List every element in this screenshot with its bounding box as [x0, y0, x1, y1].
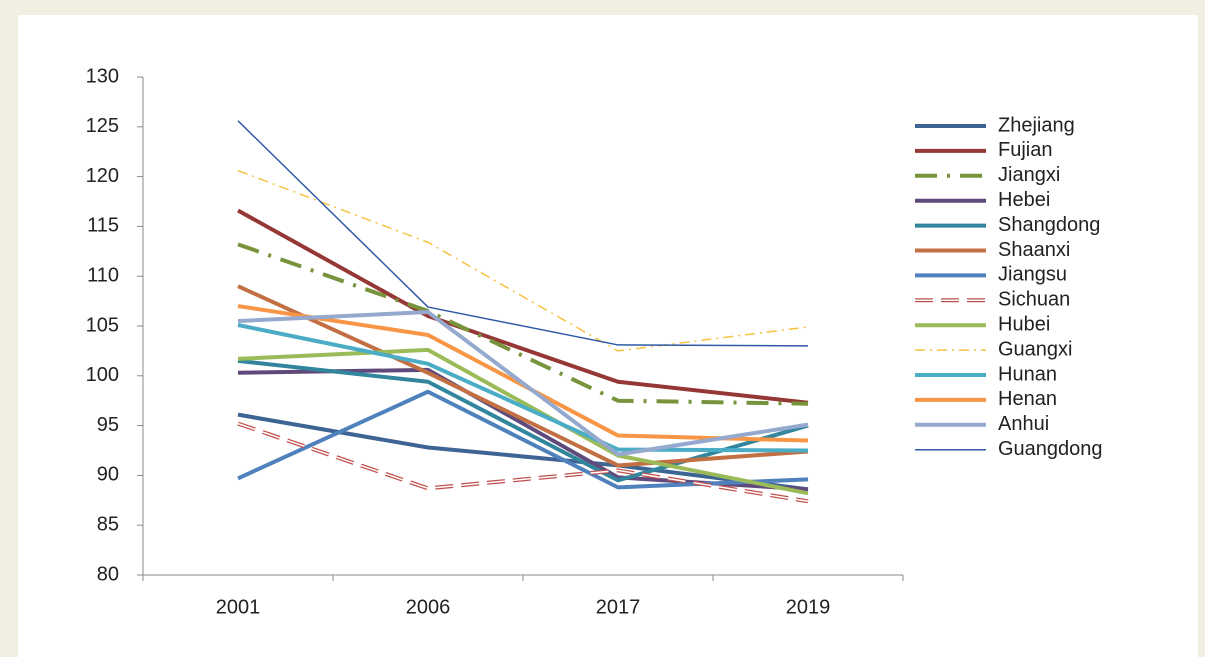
y-tick-label: 85	[97, 513, 119, 535]
legend-label: Sichuan	[998, 289, 1070, 311]
legend-label: Hebei	[998, 189, 1050, 211]
y-tick-label: 90	[97, 464, 119, 486]
series-line	[237, 310, 809, 457]
legend-label: Zhejiang	[998, 114, 1075, 136]
y-tick-label: 110	[87, 264, 119, 286]
series-line	[237, 323, 809, 453]
legend-label: Hunan	[998, 363, 1057, 385]
y-tick-label: 95	[97, 414, 119, 436]
legend-label: Anhui	[998, 413, 1049, 435]
y-tick-label: 115	[87, 215, 119, 237]
series-line	[237, 347, 809, 496]
legend-label: Shangdong	[998, 214, 1100, 236]
legend-label: Guangxi	[998, 338, 1073, 360]
x-tick-label: 2017	[596, 596, 641, 618]
legend-label: Guangdong	[998, 438, 1103, 460]
series-line	[237, 284, 809, 468]
series-line-inner	[237, 422, 809, 503]
legend-label: Jiangxi	[998, 164, 1060, 186]
series-line	[237, 169, 809, 352]
series-line	[237, 242, 809, 406]
y-tick-label: 105	[86, 314, 119, 336]
series-line	[237, 358, 809, 483]
y-tick-label: 130	[86, 65, 119, 87]
x-tick-label: 2001	[216, 596, 261, 618]
series-line	[237, 208, 809, 405]
x-tick-label: 2019	[786, 596, 831, 618]
chart-background	[18, 15, 1198, 657]
legend-label: Jiangsu	[998, 264, 1067, 286]
y-tick-label: 100	[86, 364, 119, 386]
y-tick-label: 80	[97, 563, 119, 585]
series-line	[237, 412, 809, 492]
y-tick-label: 125	[86, 115, 119, 137]
legend-label: Hubei	[998, 313, 1050, 335]
series-line	[237, 120, 809, 347]
legend-label: Henan	[998, 388, 1057, 410]
x-tick-label: 2006	[406, 596, 451, 618]
series-line	[237, 389, 809, 490]
legend-label: Shaanxi	[998, 239, 1070, 261]
y-tick-label: 120	[86, 165, 119, 187]
legend-label: Fujian	[998, 139, 1052, 161]
